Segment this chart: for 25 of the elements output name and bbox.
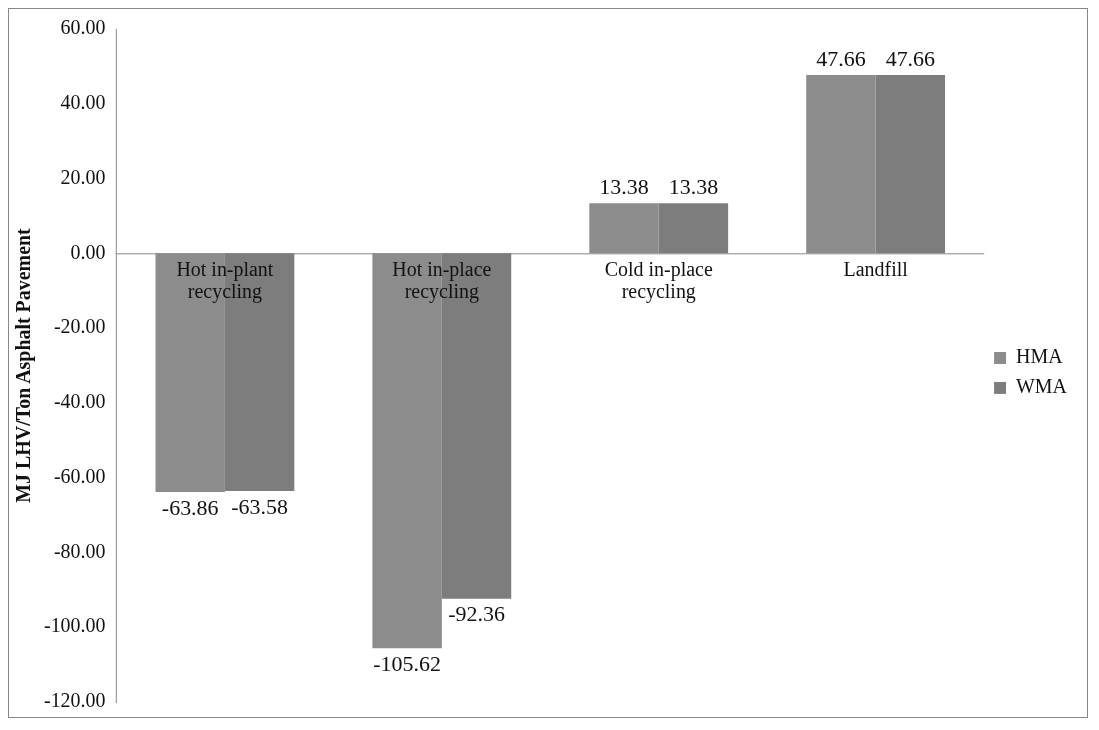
x-tick-label: Cold in-place recycling xyxy=(604,258,713,304)
data-label: -63.86 xyxy=(161,494,219,520)
y-tick-label: -20.00 xyxy=(53,315,106,338)
data-label: 47.66 xyxy=(885,45,936,71)
legend-label: WMA xyxy=(1016,375,1068,398)
data-label: -105.62 xyxy=(373,651,441,676)
data-label: 13.38 xyxy=(668,174,719,200)
data-label: 47.66 xyxy=(816,45,866,71)
y-tick-label: -40.00 xyxy=(53,390,106,413)
y-tick-label: -100.00 xyxy=(43,614,106,637)
y-tick-label: 40.00 xyxy=(60,90,106,113)
data-label: 13.38 xyxy=(599,174,649,200)
y-tick-label: -80.00 xyxy=(53,539,106,562)
y-tick-label: 0.00 xyxy=(70,240,106,263)
x-tick-label: Hot in-place recycling xyxy=(392,258,492,304)
y-tick-label: 60.00 xyxy=(60,16,106,39)
x-tick-label: Hot in-plant recycling xyxy=(176,258,274,304)
y-tick-label: -60.00 xyxy=(53,464,106,487)
data-label: -92.36 xyxy=(448,601,505,627)
y-tick-label: 20.00 xyxy=(60,165,106,188)
y-tick-label: -120.00 xyxy=(43,689,106,712)
x-tick-label: Landfill xyxy=(843,258,909,281)
data-label: -63.58 xyxy=(231,493,288,519)
y-axis-title: MJ LHV/Ton Asphalt Pavement xyxy=(12,227,36,503)
legend-label: HMA xyxy=(1016,345,1064,368)
